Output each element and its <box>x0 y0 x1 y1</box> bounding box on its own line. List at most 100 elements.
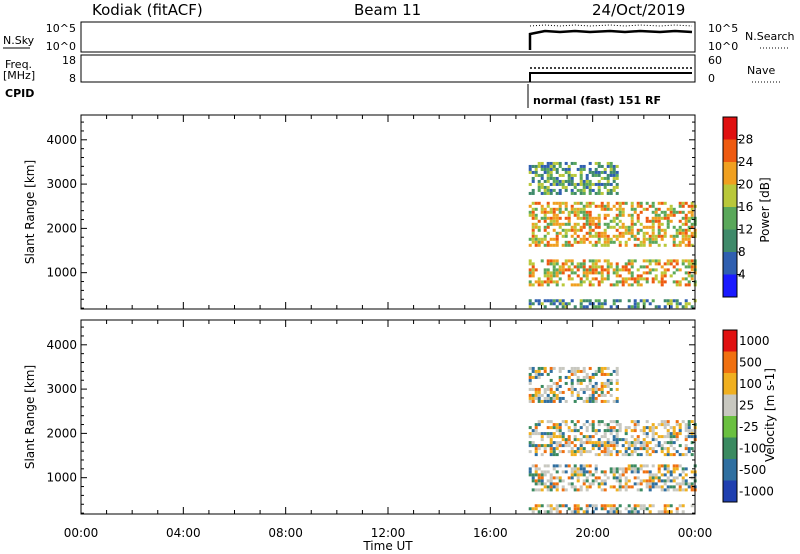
colorbar-segment <box>723 139 737 162</box>
echo-cell <box>603 216 607 220</box>
echo-cell <box>534 375 538 379</box>
echo-cell <box>555 426 559 430</box>
echo-cell <box>594 396 598 400</box>
echo-cell <box>606 201 610 205</box>
echo-cell <box>591 173 595 177</box>
echo-cell <box>597 179 601 183</box>
echo-cell <box>687 482 691 486</box>
echo-cell <box>642 447 646 451</box>
echo-cell <box>531 393 535 397</box>
echo-cell <box>630 234 634 238</box>
echo-cell <box>552 164 556 168</box>
echo-cell <box>567 170 571 174</box>
echo-cell <box>579 216 583 220</box>
colorbar-tick-label: 4 <box>738 268 746 282</box>
echo-cell <box>609 219 613 223</box>
echo-cell <box>684 423 688 427</box>
echo-cell <box>633 438 637 442</box>
echo-cell <box>531 479 535 483</box>
echo-cell <box>564 444 568 448</box>
echo-cell <box>612 470 616 474</box>
echo-cell <box>636 470 640 474</box>
echo-cell <box>687 234 691 238</box>
echo-cell <box>609 240 613 244</box>
echo-cell <box>597 476 601 480</box>
echo-cell <box>603 488 607 492</box>
echo-cell <box>573 464 577 468</box>
echo-cell <box>570 268 574 272</box>
echo-cell <box>543 179 547 183</box>
echo-cell <box>564 188 568 192</box>
velocity-plot-frame <box>80 319 696 515</box>
echo-cell <box>633 299 637 303</box>
echo-cell <box>549 167 553 171</box>
echo-cell <box>573 507 577 511</box>
echo-cell <box>636 237 640 241</box>
velocity-ylabel: Slant Range [km] <box>23 365 37 469</box>
echo-cell <box>528 470 532 474</box>
echo-cell <box>552 485 556 489</box>
colorbar-tick-label: -1000 <box>739 484 774 498</box>
echo-cell <box>534 216 538 220</box>
echo-cell <box>543 485 547 489</box>
echo-cell <box>687 447 691 451</box>
echo-cell <box>618 234 622 238</box>
echo-cell <box>585 268 589 272</box>
echo-cell <box>573 429 577 433</box>
echo-cell <box>564 302 568 306</box>
echo-cell <box>564 228 568 232</box>
echo-cell <box>576 378 580 382</box>
echo-cell <box>606 191 610 195</box>
echo-cell <box>648 237 652 241</box>
echo-cell <box>612 441 616 445</box>
echo-cell <box>585 464 589 468</box>
echo-cell <box>546 222 550 226</box>
echo-cell <box>591 390 595 394</box>
echo-cell <box>609 426 613 430</box>
echo-cell <box>663 426 667 430</box>
echo-cell <box>585 438 589 442</box>
echo-cell <box>540 237 544 241</box>
echo-cell <box>609 173 613 177</box>
echo-cell <box>624 488 628 492</box>
echo-cell <box>675 464 679 468</box>
echo-cell <box>612 510 616 514</box>
echo-cell <box>561 366 565 370</box>
echo-cell <box>597 271 601 275</box>
echo-cell <box>579 432 583 436</box>
echo-cell <box>684 302 688 306</box>
echo-cell <box>663 268 667 272</box>
echo-cell <box>564 504 568 508</box>
echo-cell <box>549 237 553 241</box>
echo-cell <box>549 299 553 303</box>
echo-cell <box>603 482 607 486</box>
echo-cell <box>597 231 601 235</box>
echo-cell <box>549 369 553 373</box>
echo-cell <box>552 435 556 439</box>
echo-cell <box>555 274 559 278</box>
echo-cell <box>528 467 532 471</box>
echo-cell <box>567 265 571 269</box>
freq-trace <box>529 72 692 82</box>
echo-cell <box>630 510 634 514</box>
echo-cell <box>660 423 664 427</box>
x-tick-label: 16:00 <box>473 526 508 540</box>
echo-cell <box>609 262 613 266</box>
echo-cell <box>537 444 541 448</box>
echo-cell <box>594 444 598 448</box>
echo-cell <box>606 161 610 165</box>
echo-cell <box>540 302 544 306</box>
echo-cell <box>654 219 658 223</box>
echo-cell <box>549 378 553 382</box>
echo-cell <box>561 179 565 183</box>
echo-cell <box>597 369 601 373</box>
echo-cell <box>669 438 673 442</box>
echo-cell <box>558 504 562 508</box>
echo-cell <box>621 265 625 269</box>
echo-cell <box>531 476 535 480</box>
echo-cell <box>582 390 586 394</box>
echo-cell <box>603 384 607 388</box>
echo-cell <box>681 470 685 474</box>
echo-cell <box>555 384 559 388</box>
